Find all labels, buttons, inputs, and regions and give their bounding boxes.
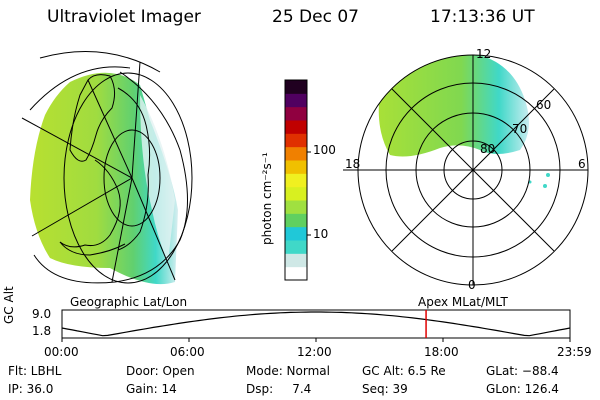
colorbar-cell <box>285 186 307 201</box>
mode-info: Mode: Normal <box>246 364 330 378</box>
mlt-label-18: 18 <box>345 157 361 171</box>
latitude-circle <box>103 129 161 227</box>
mlat-label-60: 60 <box>536 98 552 112</box>
coastline <box>59 241 126 256</box>
altitude-timeline <box>61 309 571 342</box>
altitude-curve <box>61 311 571 337</box>
seq-info: Seq: 39 <box>362 382 408 396</box>
date-label: 25 Dec 07 <box>272 7 359 27</box>
timeline-ytick-9: 9.0 <box>32 307 52 321</box>
colorbar-cell <box>285 93 307 108</box>
gain-info: Gain: 14 <box>126 382 177 396</box>
latitude-arc <box>39 51 161 73</box>
mlt-meridian <box>391 88 555 252</box>
instrument-title: Ultraviolet Imager <box>47 7 201 27</box>
timeline-axis-label: GC Alt <box>2 286 16 324</box>
glon-info: GLon: 126.4 <box>486 382 559 396</box>
mlat-label-70: 70 <box>512 122 528 136</box>
colorbar-cell <box>285 160 307 174</box>
latitude-arc <box>29 66 131 111</box>
mlt-label-12: 12 <box>476 47 492 61</box>
aurora-image-right <box>378 55 529 157</box>
colorbar <box>284 79 311 281</box>
colorbar-cell <box>285 146 307 161</box>
colorbar-cell <box>285 80 307 94</box>
coastline <box>59 159 121 248</box>
colorbar-tick-10: 10 <box>313 227 329 241</box>
gc-alt-info: GC Alt: 6.5 Re <box>362 364 446 378</box>
timeline-xtick: 00:00 <box>44 345 79 359</box>
coastline <box>69 74 116 162</box>
latitude-circle <box>63 72 193 284</box>
mlat-label-80: 80 <box>480 142 496 156</box>
dsp-info: Dsp: 7.4 <box>246 382 312 396</box>
apex-label: Apex MLat/MLT <box>418 295 508 309</box>
colorbar-cell <box>285 200 307 214</box>
colorbar-tick-100: 100 <box>313 143 336 157</box>
geographic-label: Geographic Lat/Lon <box>70 295 188 309</box>
timeline-xtick: 06:00 <box>170 345 205 359</box>
colorbar-cell <box>285 213 307 228</box>
ip-info: IP: 36.0 <box>8 382 54 396</box>
colorbar-cell <box>285 106 307 121</box>
timeline-xtick: 23:59 <box>557 345 592 359</box>
meridian-line <box>31 177 133 237</box>
glat-info: GLat: −88.4 <box>486 364 559 378</box>
meridian-line <box>131 177 176 281</box>
time-label: 17:13:36 UT <box>430 7 535 27</box>
timeline-xtick: 18:00 <box>424 345 459 359</box>
mlt-label-6: 6 <box>578 157 586 171</box>
filter-info: Flt: LBHL <box>8 364 62 378</box>
door-info: Door: Open <box>126 364 195 378</box>
meridian-line <box>21 117 133 179</box>
colorbar-unit-label: photon cm⁻²s⁻¹ <box>260 152 274 245</box>
meridian-line <box>131 61 141 179</box>
meridian-line <box>111 177 133 283</box>
timeline-ytick-1-8: 1.8 <box>32 324 52 338</box>
colorbar-cell <box>285 120 307 134</box>
coastline <box>117 87 151 251</box>
colorbar-cell <box>285 253 307 268</box>
colorbar-cell <box>285 133 307 148</box>
polar-plot <box>343 54 589 286</box>
colorbar-cell <box>285 266 307 281</box>
timeline-xtick: 12:00 <box>297 345 332 359</box>
colorbar-cell <box>285 173 307 188</box>
mlt-label-0: 0 <box>468 278 476 292</box>
meridian-line <box>87 79 133 179</box>
geographic-map <box>21 51 193 285</box>
colorbar-cell <box>285 226 307 241</box>
colorbar-cell <box>285 240 307 254</box>
